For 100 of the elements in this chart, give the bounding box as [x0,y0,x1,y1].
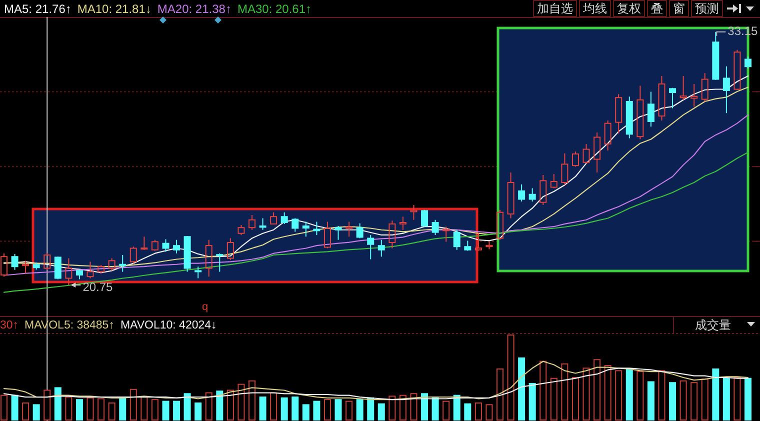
toolbar-button[interactable]: 复权 [613,0,645,17]
candlestick [22,260,30,274]
candlestick [378,239,385,258]
candlestick [410,204,418,220]
bar [44,390,51,420]
bar [604,365,612,420]
candlestick [194,266,202,279]
candlestick [604,120,612,151]
bar [432,397,439,420]
annotation: 20.75 [82,280,114,294]
bar [151,399,158,420]
bar [86,397,94,420]
bar [280,397,288,420]
bar [626,368,633,420]
candlestick [346,221,353,238]
bar [184,393,191,420]
bar [496,368,504,420]
bar [658,370,666,420]
bar [324,399,331,420]
bar [194,402,202,420]
candlestick [658,75,666,121]
bar [647,381,654,420]
caret-down-icon[interactable] [747,322,755,326]
candlestick [205,239,212,278]
bar [690,382,698,420]
candlestick [173,239,180,254]
candlestick [561,152,568,186]
bar [734,377,741,420]
candlestick [140,236,148,250]
bar [442,400,450,420]
candlestick [259,218,266,230]
bar [378,403,385,420]
bar [615,370,622,420]
candlestick [86,261,94,279]
bar [334,399,342,420]
toolbar-button[interactable]: 叠 [647,0,667,17]
toolbar-button[interactable]: 预测 [691,0,723,17]
bar [680,380,687,420]
bar [572,377,579,420]
bar [388,396,396,420]
bar [669,382,676,420]
bar [98,398,105,420]
candlestick [119,254,126,272]
bar [119,397,126,420]
candlestick [486,241,493,250]
candlestick [636,85,644,140]
bar [76,399,83,420]
bar [11,394,18,420]
bar [540,360,547,420]
candlestick [594,132,601,174]
bar [216,390,224,420]
bar [54,387,62,420]
toolbar-button[interactable]: 均线 [579,0,611,17]
bar [313,400,320,420]
bar [518,357,526,420]
bar [722,378,730,420]
bar [302,404,310,420]
candlestick [528,188,536,202]
bar [701,378,708,420]
bar [130,388,137,420]
bar [594,359,601,420]
toolbar-button[interactable]: 窗 [669,0,689,17]
candlestick [442,226,450,242]
text: 30↑ [0,320,19,332]
candlestick [507,172,514,219]
bar [108,402,116,420]
caret-down-icon[interactable] [746,6,754,11]
bar [65,396,72,420]
bar [507,334,514,420]
candlestick [669,87,676,109]
text: MAVOL10: 42024↓ [120,320,217,332]
candlestick [722,66,730,114]
bar [453,394,460,420]
bar [410,393,418,420]
bar [744,378,752,420]
bar [162,400,170,420]
candlestick [550,174,558,189]
bar [205,392,212,420]
dropdown-field[interactable]: 成交量 [673,316,731,334]
text: MA30: 20.61↑ [237,2,312,16]
candlestick [399,216,406,230]
arrow-right-bar-icon[interactable] [727,4,741,13]
toolbar-button[interactable]: 加自选 [533,0,577,17]
bar [464,403,472,420]
bar [292,396,299,420]
bar [399,394,406,420]
annotation: q [202,301,208,313]
candlestick [367,234,374,260]
bar [226,390,234,420]
bar [356,399,364,420]
bar [173,400,180,420]
candlestick [302,221,310,238]
candlestick [216,252,224,272]
bar [367,397,374,420]
bar [140,396,148,420]
candlestick [712,31,720,80]
bar [32,404,40,420]
bar [474,402,482,420]
bar [248,380,256,420]
candlestick [680,75,687,100]
